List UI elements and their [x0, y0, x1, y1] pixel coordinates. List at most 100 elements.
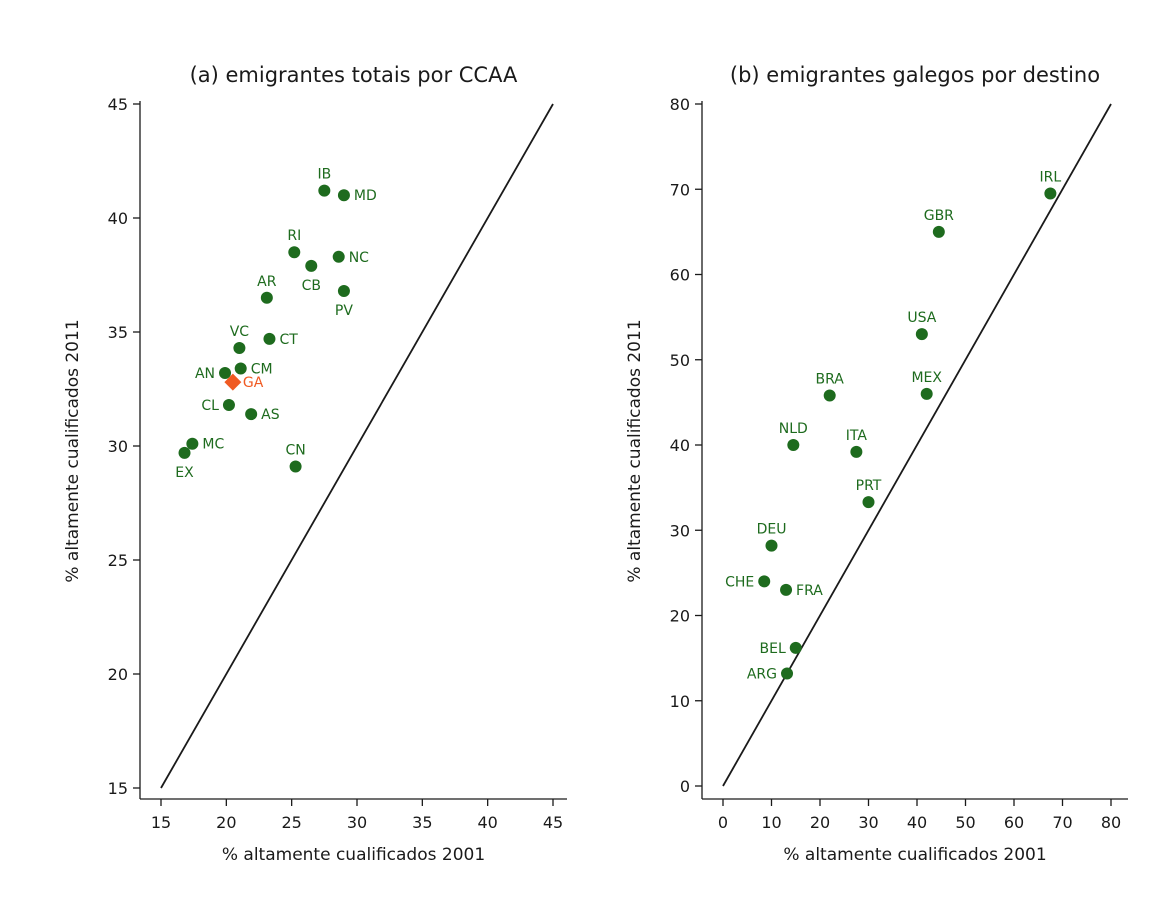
data-point-cb	[305, 259, 318, 272]
y-tick-label: 40	[108, 209, 128, 228]
data-point-usa	[915, 328, 928, 341]
x-tick-label: 80	[1101, 813, 1121, 832]
data-point-nld	[787, 439, 800, 451]
panel-title: (a) emigrantes totais por CCAA	[190, 63, 518, 87]
data-point-label: USA	[907, 310, 936, 326]
scatter-panel-b: 0 10 20 30 40 50 60 70 80 0 10 20 30 40 50 60 70 80 (b) em…	[625, 63, 1128, 865]
data-point-label: CN	[285, 443, 305, 459]
data-point-label: ITA	[846, 428, 868, 444]
data-point-arg	[781, 667, 794, 680]
x-tick-label: 25	[281, 813, 301, 832]
data-point-label: BEL	[760, 641, 786, 657]
data-point-label: RI	[287, 228, 301, 244]
data-point-ib	[318, 184, 331, 197]
x-axis-label: % altamente cualificados 2001	[783, 845, 1046, 865]
data-point-label: PRT	[856, 478, 882, 494]
data-point-label: NC	[349, 250, 369, 266]
x-tick-label: 50	[955, 813, 975, 832]
x-tick-label: 20	[216, 813, 236, 832]
y-tick-label: 10	[670, 692, 690, 711]
data-point-vc	[233, 341, 246, 354]
data-point-ct	[263, 332, 276, 345]
data-point-label: GBR	[924, 208, 954, 224]
y-tick-label: 25	[108, 551, 128, 570]
data-point-label: MC	[202, 437, 224, 453]
x-tick-label: 20	[810, 813, 830, 832]
data-point-label: DEU	[757, 522, 787, 538]
data-point-nc	[332, 250, 345, 263]
y-tick-label: 20	[108, 665, 128, 684]
y-tick-label: 30	[108, 437, 128, 456]
data-point-deu	[765, 539, 778, 552]
y-tick-label: 45	[108, 95, 128, 114]
data-point-gbr	[932, 225, 945, 238]
reference-line	[160, 103, 554, 789]
data-point-label: AS	[261, 407, 280, 423]
data-point-pv	[337, 284, 350, 297]
x-axis-label: % altamente cualificados 2001	[222, 845, 485, 865]
data-point-label: AN	[195, 366, 215, 382]
x-tick-label: 30	[347, 813, 367, 832]
data-point-label: CHE	[725, 574, 754, 590]
y-tick-label: 70	[670, 180, 690, 199]
y-axis-label: % altamente cualificados 2011	[63, 319, 83, 582]
y-tick-label: 15	[108, 779, 128, 798]
x-tick-label: 70	[1052, 813, 1072, 832]
x-tick-label: 35	[412, 813, 432, 832]
data-point-label: NLD	[779, 421, 808, 437]
data-point-mex	[920, 387, 933, 400]
data-point-ga	[224, 373, 242, 391]
x-tick-label: 15	[151, 813, 171, 832]
data-point-label: CM	[251, 361, 273, 377]
x-tick-label: 30	[858, 813, 878, 832]
data-point-cl	[222, 398, 235, 411]
data-point-label: MEX	[911, 370, 942, 386]
y-tick-label: 80	[670, 95, 690, 114]
data-point-label: ARG	[747, 666, 777, 682]
y-tick-label: 0	[680, 777, 690, 796]
data-point-cm	[234, 362, 247, 375]
data-point-label: CB	[302, 278, 321, 294]
reference-line	[722, 103, 1112, 787]
data-point-prt	[862, 496, 875, 509]
y-tick-label: 35	[108, 323, 128, 342]
data-point-label: EX	[175, 465, 194, 481]
data-point-label: AR	[257, 274, 277, 290]
data-point-ar	[260, 291, 273, 304]
y-axis-label: % altamente cualificados 2011	[625, 319, 645, 582]
data-point-label: FRA	[796, 583, 823, 599]
data-point-ri	[288, 246, 301, 259]
data-point-md	[337, 189, 350, 202]
x-tick-label: 40	[477, 813, 497, 832]
y-tick-label: 40	[670, 436, 690, 455]
panel-title: (b) emigrantes galegos por destino	[730, 63, 1100, 87]
data-point-an	[219, 367, 232, 380]
x-tick-label: 10	[761, 813, 781, 832]
data-point-ita	[850, 445, 863, 458]
data-point-label: BRA	[816, 372, 845, 388]
data-point-fra	[780, 583, 793, 596]
x-tick-label: 45	[543, 813, 563, 832]
data-point-bel	[789, 641, 802, 654]
data-point-label: CL	[201, 398, 219, 414]
x-tick-label: 0	[718, 813, 728, 832]
data-point-label: GA	[243, 375, 264, 391]
data-point-che	[758, 575, 771, 588]
data-point-irl	[1044, 187, 1057, 200]
x-tick-label: 40	[907, 813, 927, 832]
data-point-label: MD	[354, 188, 377, 204]
y-tick-label: 60	[670, 266, 690, 285]
data-point-label: VC	[230, 324, 250, 340]
scatter-panel-a: 15 20 25 30 35 40 45 15 20 25 30 35 40 45 (a) emigrant…	[63, 63, 567, 865]
data-point-label: CT	[279, 332, 298, 348]
data-point-label: PV	[335, 303, 353, 319]
data-point-bra	[823, 389, 836, 402]
y-tick-label: 20	[670, 607, 690, 626]
y-tick-label: 30	[670, 521, 690, 540]
data-point-as	[245, 408, 258, 421]
y-tick-label: 50	[670, 351, 690, 370]
data-point-ex	[178, 446, 191, 459]
data-point-label: IRL	[1040, 170, 1062, 186]
data-point-cn	[289, 460, 302, 473]
